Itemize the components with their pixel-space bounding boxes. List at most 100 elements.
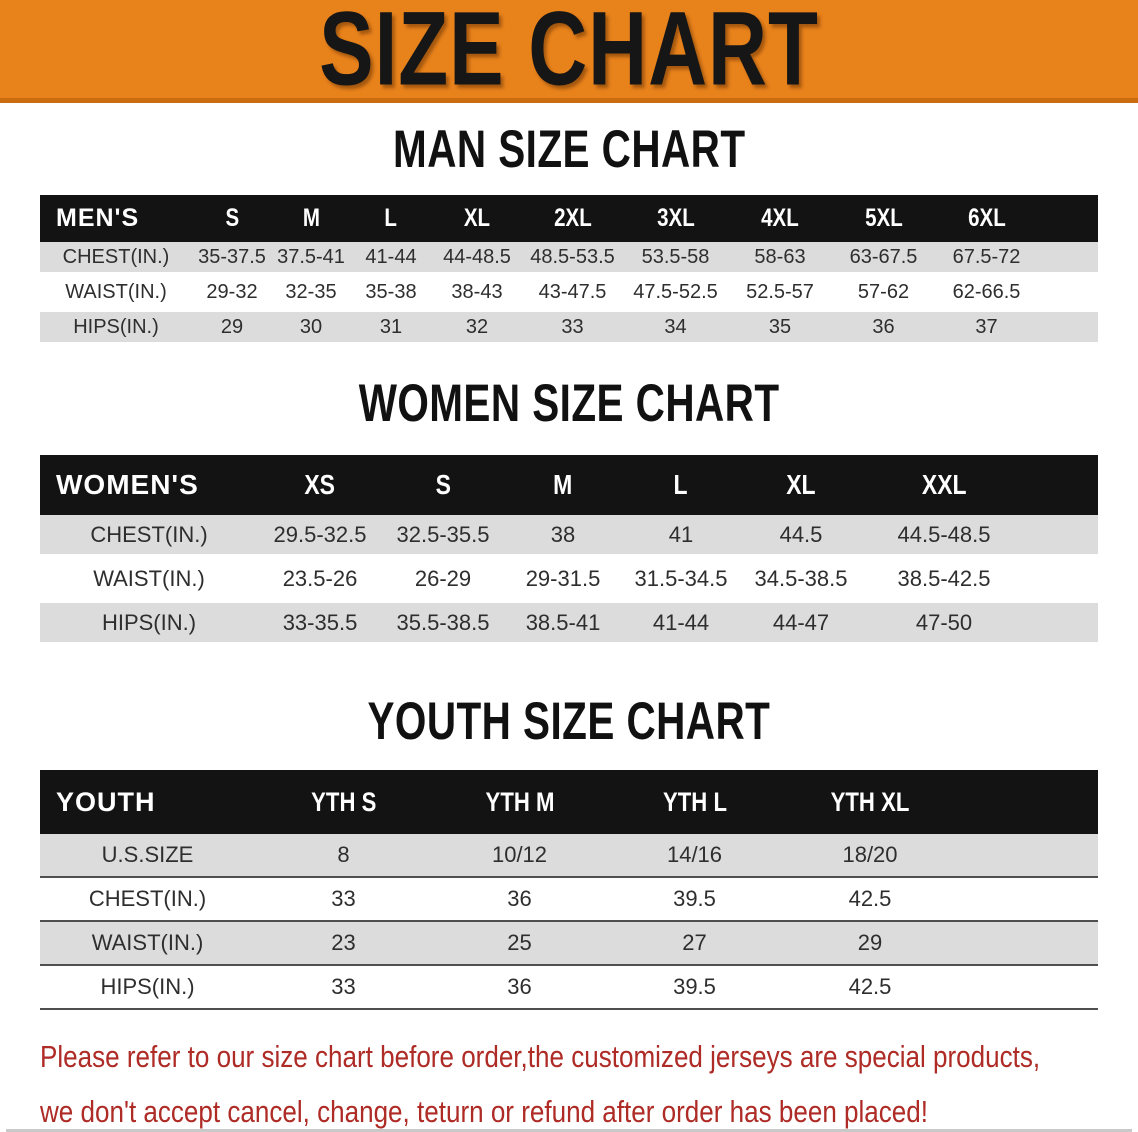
row-label: WAIST(IN.) — [40, 274, 192, 312]
size-cell: 29-32 — [192, 274, 272, 312]
warning-line-1: Please refer to our size chart before or… — [40, 1039, 1041, 1074]
col-header: XXL — [862, 455, 1026, 515]
women-corner-label: WOMEN'S — [40, 455, 258, 515]
size-cell: 52.5-57 — [728, 274, 832, 312]
banner: SIZE CHART — [0, 0, 1138, 108]
size-cell: 38-43 — [432, 274, 522, 312]
size-cell: 44.5-48.5 — [862, 515, 1026, 559]
size-cell: 44-47 — [740, 600, 862, 647]
size-cell: 35-37.5 — [192, 242, 272, 277]
col-header: S — [192, 195, 272, 242]
size-cell: 37.5-41 — [272, 242, 350, 277]
size-cell: 34 — [623, 309, 728, 347]
col-header: XL — [432, 195, 522, 242]
size-cell: 33 — [522, 309, 623, 347]
youth-corner-label: YOUTH — [40, 770, 255, 834]
table-row: HIPS(IN.) 33 36 39.5 42.5 — [40, 965, 1098, 1010]
cell-spacer — [958, 921, 1098, 966]
youth-section-heading: YOUTH SIZE CHART — [367, 691, 771, 751]
row-label: CHEST(IN.) — [40, 242, 192, 277]
women-section-heading: WOMEN SIZE CHART — [358, 373, 780, 433]
cell-spacer — [958, 877, 1098, 922]
size-cell: 35.5-38.5 — [382, 600, 504, 647]
table-row: WAIST(IN.) 23 25 27 29 — [40, 921, 1098, 966]
warning-text: Please refer to our size chart before or… — [40, 1032, 1130, 1132]
size-cell: 32 — [432, 309, 522, 347]
size-cell: 14/16 — [607, 834, 782, 878]
size-cell: 31 — [350, 309, 432, 347]
size-cell: 33-35.5 — [258, 600, 382, 647]
size-cell: 63-67.5 — [832, 242, 935, 277]
size-cell: 38.5-42.5 — [862, 556, 1026, 603]
page-title: SIZE CHART — [319, 0, 819, 108]
size-cell: 58-63 — [728, 242, 832, 277]
cell-spacer — [1038, 274, 1098, 312]
youth-header-row: YOUTH YTH S YTH M YTH L YTH XL — [40, 770, 1098, 834]
table-row: HIPS(IN.) 29 30 31 32 33 34 35 36 37 — [40, 309, 1098, 347]
cell-spacer — [1026, 515, 1098, 559]
warning-line-2: we don't accept cancel, change, teturn o… — [40, 1094, 929, 1129]
col-header: YTH XL — [782, 770, 958, 834]
size-cell: 32-35 — [272, 274, 350, 312]
size-cell: 25 — [432, 921, 607, 966]
size-cell: 35-38 — [350, 274, 432, 312]
cell-spacer — [958, 834, 1098, 878]
col-header: M — [272, 195, 350, 242]
table-row: CHEST(IN.) 35-37.5 37.5-41 41-44 44-48.5… — [40, 242, 1098, 277]
men-corner-label: MEN'S — [40, 195, 192, 242]
size-cell: 36 — [432, 877, 607, 922]
col-header: 3XL — [623, 195, 728, 242]
size-cell: 38.5-41 — [504, 600, 622, 647]
col-header: 4XL — [728, 195, 832, 242]
youth-size-table: YOUTH YTH S YTH M YTH L YTH XL U.S.SIZE … — [40, 770, 1098, 1010]
cell-spacer — [1026, 556, 1098, 603]
size-cell: 23 — [255, 921, 432, 966]
women-size-table: WOMEN'S XS S M L XL XXL CHEST(IN.) 29.5-… — [40, 455, 1098, 647]
size-cell: 42.5 — [782, 877, 958, 922]
cell-spacer — [958, 965, 1098, 1010]
row-label: U.S.SIZE — [40, 834, 255, 878]
size-cell: 33 — [255, 965, 432, 1010]
row-label: HIPS(IN.) — [40, 600, 258, 647]
table-row: WAIST(IN.) 23.5-26 26-29 29-31.5 31.5-34… — [40, 556, 1098, 603]
men-section-heading: MAN SIZE CHART — [392, 119, 746, 179]
table-row: CHEST(IN.) 29.5-32.5 32.5-35.5 38 41 44.… — [40, 515, 1098, 559]
table-row: WAIST(IN.) 29-32 32-35 35-38 38-43 43-47… — [40, 274, 1098, 312]
size-cell: 29.5-32.5 — [258, 515, 382, 559]
size-cell: 47-50 — [862, 600, 1026, 647]
row-label: WAIST(IN.) — [40, 921, 255, 966]
size-cell: 47.5-52.5 — [623, 274, 728, 312]
col-header: XL — [740, 455, 862, 515]
size-cell: 29 — [192, 309, 272, 347]
men-header-row: MEN'S S M L XL 2XL 3XL 4XL 5XL 6XL — [40, 195, 1098, 242]
size-cell: 32.5-35.5 — [382, 515, 504, 559]
size-cell: 36 — [432, 965, 607, 1010]
col-header: L — [350, 195, 432, 242]
table-row: CHEST(IN.) 33 36 39.5 42.5 — [40, 877, 1098, 922]
size-cell: 10/12 — [432, 834, 607, 878]
size-cell: 41-44 — [622, 600, 740, 647]
size-cell: 44.5 — [740, 515, 862, 559]
size-cell: 44-48.5 — [432, 242, 522, 277]
size-cell: 39.5 — [607, 877, 782, 922]
size-cell: 23.5-26 — [258, 556, 382, 603]
size-cell: 29 — [782, 921, 958, 966]
cell-spacer — [1026, 600, 1098, 647]
col-header: 2XL — [522, 195, 623, 242]
table-row: HIPS(IN.) 33-35.5 35.5-38.5 38.5-41 41-4… — [40, 600, 1098, 647]
size-cell: 8 — [255, 834, 432, 878]
size-cell: 38 — [504, 515, 622, 559]
col-header: M — [504, 455, 622, 515]
bottom-divider — [6, 1129, 1132, 1132]
size-cell: 48.5-53.5 — [522, 242, 623, 277]
size-cell: 26-29 — [382, 556, 504, 603]
col-header: 6XL — [935, 195, 1038, 242]
col-header: YTH S — [255, 770, 432, 834]
size-cell: 41-44 — [350, 242, 432, 277]
size-cell: 30 — [272, 309, 350, 347]
size-cell: 36 — [832, 309, 935, 347]
men-size-table: MEN'S S M L XL 2XL 3XL 4XL 5XL 6XL CHEST… — [40, 195, 1098, 347]
cell-spacer — [1038, 309, 1098, 347]
women-header-row: WOMEN'S XS S M L XL XXL — [40, 455, 1098, 515]
